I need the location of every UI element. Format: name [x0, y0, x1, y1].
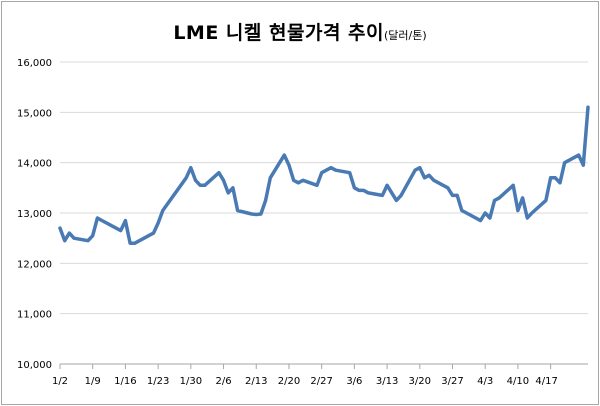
y-tick-label: 12,000	[17, 259, 52, 270]
chart-title-block: LME 니켈 현물가격 추이(달러/톤)	[0, 18, 600, 45]
x-tick-label: 2/13	[245, 376, 267, 387]
x-tick-label: 3/13	[376, 376, 398, 387]
x-tick-label: 2/20	[278, 376, 300, 387]
y-tick-label: 16,000	[17, 58, 52, 69]
x-tick-label: 4/17	[535, 376, 557, 387]
x-tick-label: 2/27	[310, 376, 332, 387]
x-tick-label: 4/10	[507, 376, 529, 387]
x-tick-label: 2/6	[215, 376, 231, 387]
x-tick-label: 1/23	[147, 376, 169, 387]
x-tick-label: 1/2	[52, 376, 68, 387]
x-tick-label: 3/20	[409, 376, 431, 387]
y-tick-label: 14,000	[17, 159, 52, 170]
x-axis-ticks: 1/2 1/9 1/16 1/23 1/30 2/6 2/13 2/20 2/27 3/6 3/13…	[52, 364, 558, 387]
x-tick-label: 1/9	[85, 376, 101, 387]
grid-lines	[60, 61, 588, 315]
y-axis-ticks: 10,000 11,000 12,000 13,000 14,000 15,000 16,0…	[17, 58, 52, 371]
x-tick-label: 1/30	[180, 376, 202, 387]
y-tick-label: 15,000	[17, 108, 52, 119]
x-tick-label: 4/3	[477, 376, 493, 387]
x-tick-label: 3/6	[346, 376, 362, 387]
series-group	[58, 105, 590, 245]
series-line	[58, 105, 590, 245]
y-tick-label: 10,000	[17, 360, 52, 371]
x-tick-label: 1/16	[114, 376, 136, 387]
x-tick-label: 3/27	[441, 376, 463, 387]
y-tick-label: 11,000	[17, 310, 52, 321]
chart-title: LME 니켈 현물가격 추이	[173, 22, 385, 44]
chart-unit: (달러/톤)	[384, 29, 427, 42]
y-tick-label: 13,000	[17, 209, 52, 220]
